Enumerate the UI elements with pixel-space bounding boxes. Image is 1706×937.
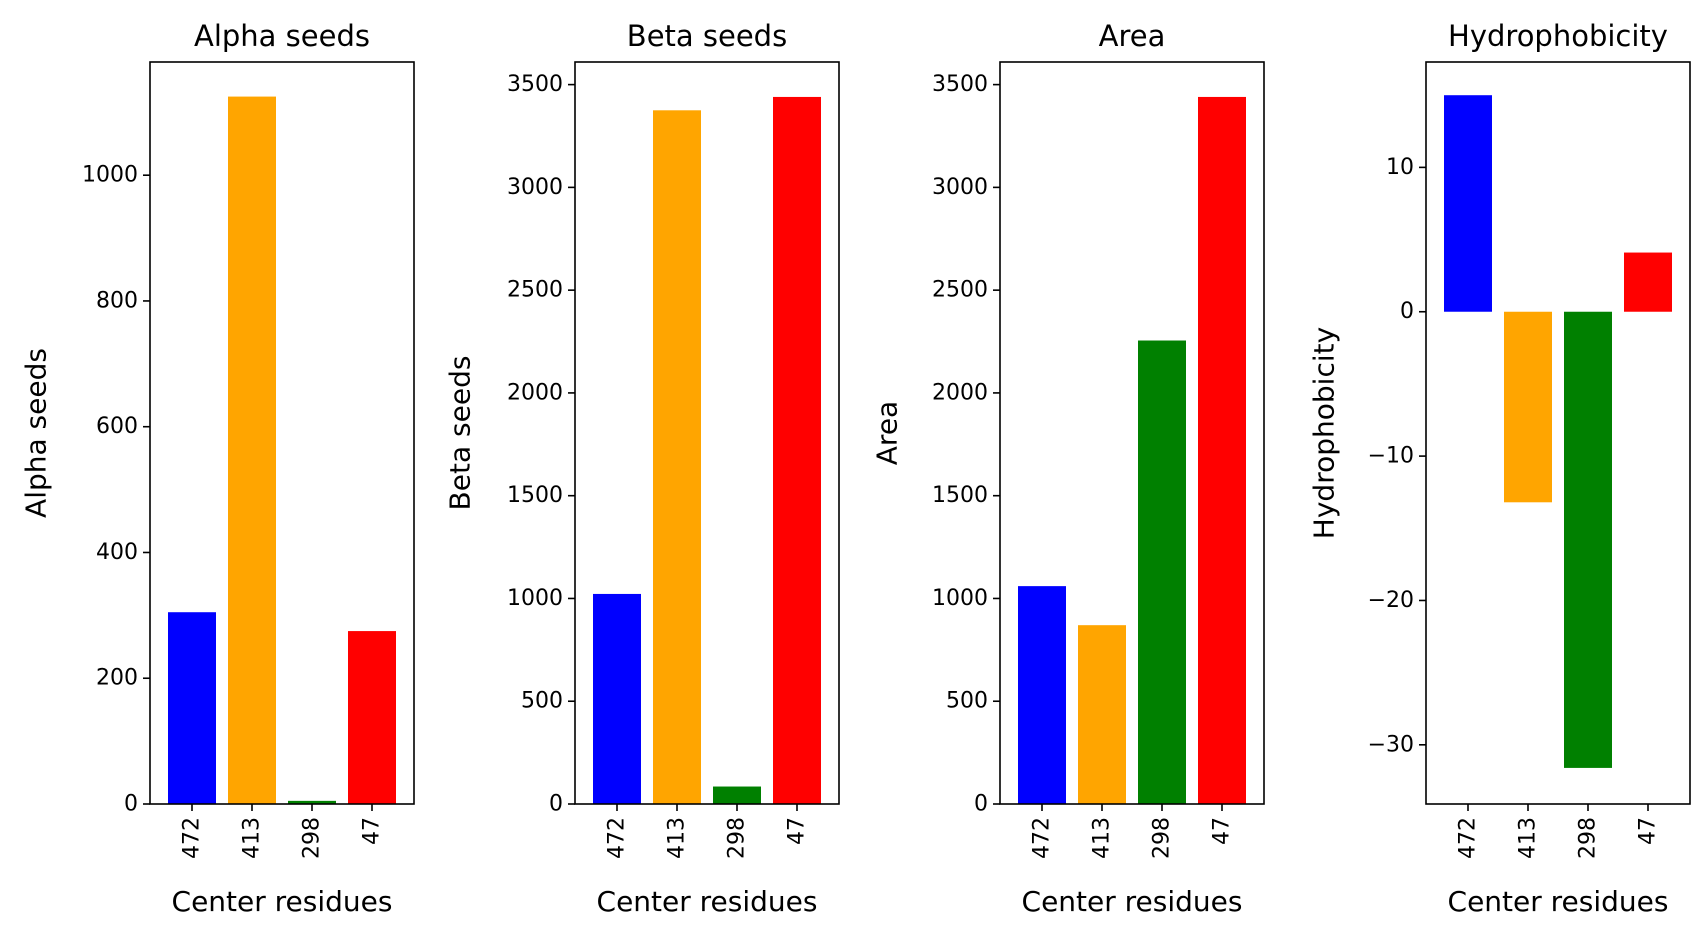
bar-group <box>168 96 396 805</box>
x-tick-label: 413 <box>665 817 690 859</box>
y-tick-label: 200 <box>96 666 138 691</box>
y-tick-label: 2000 <box>507 380 563 405</box>
panel-title: Beta seeds <box>627 19 787 53</box>
y-tick-label: 600 <box>96 414 138 439</box>
x-axis-label: Center residues <box>1448 885 1669 918</box>
hydrophobicity-panel: Hydrophobicity Hydrophobicity Center res… <box>1308 19 1691 918</box>
y-tick-label: 2500 <box>932 278 988 303</box>
y-axis-ticks: 0 500 1000 1500 2000 2500 3000 3500 <box>932 72 1000 817</box>
bar-413 <box>1504 311 1552 503</box>
y-tick-label: 1000 <box>82 163 138 188</box>
panel-title: Hydrophobicity <box>1448 19 1668 53</box>
x-tick-label: 413 <box>240 817 265 859</box>
bar-413 <box>1078 625 1126 804</box>
bar-413 <box>653 110 701 804</box>
plot-frame <box>999 61 1265 805</box>
x-tick-label: 47 <box>1636 817 1661 845</box>
alpha-seeds-panel: Alpha seeds Alpha seeds Center residues … <box>20 19 415 918</box>
y-tick-label: 400 <box>96 540 138 565</box>
y-tick-label: 500 <box>521 689 563 714</box>
y-tick-label: −20 <box>1368 588 1414 613</box>
bar-413 <box>228 96 276 805</box>
y-tick-label: 800 <box>96 288 138 313</box>
bar-298 <box>1138 340 1186 804</box>
x-tick-label: 472 <box>180 817 205 859</box>
y-axis-ticks: −30 −20 −10 0 10 <box>1368 155 1426 757</box>
x-tick-label: 472 <box>605 817 630 859</box>
y-tick-label: 3000 <box>932 175 988 200</box>
bar-298 <box>713 786 761 804</box>
y-tick-label: −30 <box>1368 732 1414 757</box>
y-tick-label: 0 <box>1400 299 1414 324</box>
x-tick-label: 472 <box>1030 817 1055 859</box>
y-tick-label: 1500 <box>507 483 563 508</box>
x-axis-ticks: 472 413 298 47 <box>1456 804 1661 859</box>
y-tick-label: 0 <box>974 792 988 817</box>
x-tick-label: 47 <box>360 817 385 845</box>
bar-47 <box>1198 96 1246 804</box>
plot-frame <box>149 61 415 805</box>
y-tick-label: 0 <box>549 792 563 817</box>
y-tick-label: 2500 <box>507 278 563 303</box>
beta-seeds-panel: Beta seeds Beta seeds Center residues 0 5… <box>444 19 840 918</box>
y-tick-label: 10 <box>1386 155 1414 180</box>
bar-group <box>1444 95 1672 768</box>
plot-frame <box>1425 61 1691 805</box>
bar-group <box>593 96 821 804</box>
bar-47 <box>1624 252 1672 312</box>
x-axis-ticks: 472 413 298 47 <box>180 804 385 859</box>
y-axis-ticks: 0 200 400 600 800 1000 <box>82 163 150 817</box>
x-tick-label: 47 <box>785 817 810 845</box>
y-tick-label: 3500 <box>507 72 563 97</box>
y-tick-label: 1000 <box>507 586 563 611</box>
x-tick-label: 472 <box>1456 817 1481 859</box>
y-tick-label: 1000 <box>932 586 988 611</box>
bar-47 <box>773 96 821 804</box>
x-tick-label: 413 <box>1090 817 1115 859</box>
x-axis-ticks: 472 413 298 47 <box>1030 804 1235 859</box>
x-tick-label: 298 <box>300 817 325 859</box>
x-tick-label: 298 <box>725 817 750 859</box>
y-tick-label: 1500 <box>932 483 988 508</box>
y-tick-label: −10 <box>1368 444 1414 469</box>
y-axis-label: Beta seeds <box>444 356 477 511</box>
panel-title: Area <box>1099 19 1166 53</box>
plot-frame <box>574 61 840 805</box>
x-tick-label: 47 <box>1210 817 1235 845</box>
area-panel: Area Area Center residues 0 500 1000 1500 20… <box>871 19 1265 918</box>
x-tick-label: 298 <box>1150 817 1175 859</box>
bar-group <box>1018 96 1246 804</box>
y-tick-label: 500 <box>946 689 988 714</box>
x-tick-label: 413 <box>1516 817 1541 859</box>
x-axis-ticks: 472 413 298 47 <box>605 804 810 859</box>
panel-title: Alpha seeds <box>194 19 370 53</box>
y-axis-label: Alpha seeds <box>20 348 53 518</box>
bar-472 <box>593 593 641 804</box>
y-tick-label: 2000 <box>932 380 988 405</box>
y-axis-ticks: 0 500 1000 1500 2000 2500 3000 3500 <box>507 72 575 817</box>
x-axis-label: Center residues <box>1022 885 1243 918</box>
x-tick-label: 298 <box>1576 817 1601 859</box>
bar-472 <box>168 612 216 804</box>
y-tick-label: 3500 <box>932 72 988 97</box>
bar-472 <box>1444 95 1492 312</box>
bar-47 <box>348 631 396 804</box>
bar-298 <box>1564 311 1612 768</box>
y-axis-label: Area <box>871 401 904 465</box>
x-axis-label: Center residues <box>597 885 818 918</box>
y-tick-label: 3000 <box>507 175 563 200</box>
x-axis-label: Center residues <box>172 885 393 918</box>
bar-472 <box>1018 586 1066 804</box>
bar-298 <box>288 800 336 804</box>
y-tick-label: 0 <box>124 792 138 817</box>
y-axis-label: Hydrophobicity <box>1308 327 1341 539</box>
